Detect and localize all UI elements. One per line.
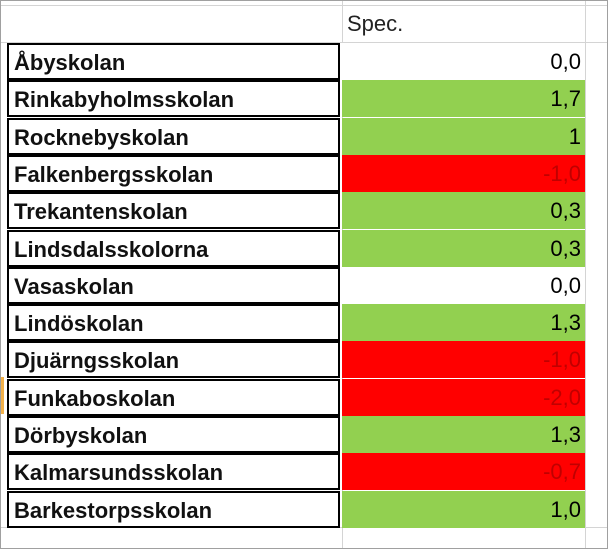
table-row: Dörbyskolan 1,3 xyxy=(1,416,607,453)
school-name: Dörbyskolan xyxy=(14,423,148,448)
table-row: Vasaskolan 0,0 xyxy=(1,266,607,304)
row-divider xyxy=(1,5,607,6)
spec-value-cell[interactable]: 1,7 xyxy=(342,80,585,118)
spec-value-cell[interactable]: -0,7 xyxy=(342,453,585,491)
table-row: Rinkabyholmsskolan 1,7 xyxy=(1,80,607,118)
spec-value-cell[interactable]: 1,3 xyxy=(342,304,585,342)
school-name: Barkestorpsskolan xyxy=(14,497,213,523)
school-name: Djuärngsskolan xyxy=(14,348,180,374)
table-row: Falkenbergsskolan -1,0 xyxy=(1,154,607,192)
table-row: Funkaboskolan -2,0 xyxy=(1,378,607,416)
table-row: Rocknebyskolan 1 xyxy=(1,117,607,155)
spec-value: 0,3 xyxy=(550,198,581,224)
table-row: Barkestorpsskolan 1,0 xyxy=(1,490,607,528)
spec-value: 1,3 xyxy=(550,310,581,336)
spec-value: 0,0 xyxy=(550,49,581,74)
school-name-cell[interactable]: Vasaskolan xyxy=(7,266,340,304)
school-name: Rinkabyholmsskolan xyxy=(14,87,235,113)
spec-value-cell[interactable]: 0,0 xyxy=(342,43,585,80)
spec-value: -1,0 xyxy=(543,347,581,373)
school-name-cell[interactable]: Falkenbergsskolan xyxy=(7,154,340,192)
table-row: Åbyskolan 0,0 xyxy=(1,43,607,80)
spec-value-cell[interactable]: -1,0 xyxy=(342,154,585,192)
row-selection-marker xyxy=(1,377,4,414)
spec-value-cell[interactable]: 1,3 xyxy=(342,416,585,453)
table-row: Trekantenskolan 0,3 xyxy=(1,192,607,230)
school-name-cell[interactable]: Rinkabyholmsskolan xyxy=(7,80,340,118)
spec-value: -0,7 xyxy=(543,459,581,485)
table-row: Kalmarsundsskolan -0,7 xyxy=(1,453,607,491)
row-divider xyxy=(1,42,607,43)
spec-value: 1 xyxy=(568,123,581,149)
spec-value: 0,0 xyxy=(550,272,581,298)
school-name-cell[interactable]: Dörbyskolan xyxy=(7,416,340,453)
table-row: Lindöskolan 1,3 xyxy=(1,304,607,342)
spec-value: 1,7 xyxy=(550,86,581,112)
school-name: Åbyskolan xyxy=(14,50,126,75)
school-name-cell[interactable]: Djuärngsskolan xyxy=(7,341,340,379)
spec-value-cell[interactable]: 0,3 xyxy=(342,192,585,230)
table-row: Djuärngsskolan -1,0 xyxy=(1,341,607,379)
spec-value: -1,0 xyxy=(543,160,581,186)
table-row: Lindsdalsskolorna 0,3 xyxy=(1,229,607,267)
spec-value-cell[interactable]: 1 xyxy=(342,117,585,155)
school-name-cell[interactable]: Lindsdalsskolorna xyxy=(7,229,340,267)
spec-value: 1,3 xyxy=(550,422,581,447)
spec-value-cell[interactable]: -1,0 xyxy=(342,341,585,379)
school-name: Rocknebyskolan xyxy=(14,124,189,150)
spec-value-cell[interactable]: 1,0 xyxy=(342,490,585,528)
spec-value-cell[interactable]: 0,0 xyxy=(342,266,585,304)
school-name: Vasaskolan xyxy=(14,273,134,299)
school-name: Kalmarsundsskolan xyxy=(14,460,224,486)
school-name-cell[interactable]: Trekantenskolan xyxy=(7,192,340,230)
school-name-cell[interactable]: Barkestorpsskolan xyxy=(7,490,340,528)
school-name-cell[interactable]: Lindöskolan xyxy=(7,304,340,342)
spec-value-cell[interactable]: -2,0 xyxy=(342,378,585,416)
spec-value: 1,0 xyxy=(550,496,581,522)
spec-value-cell[interactable]: 0,3 xyxy=(342,229,585,267)
school-name: Lindöskolan xyxy=(14,311,144,337)
school-name-cell[interactable]: Rocknebyskolan xyxy=(7,117,340,155)
school-name: Falkenbergsskolan xyxy=(14,161,214,187)
spec-value: 0,3 xyxy=(550,235,581,261)
school-name-cell[interactable]: Åbyskolan xyxy=(7,43,340,80)
school-name-cell[interactable]: Kalmarsundsskolan xyxy=(7,453,340,491)
school-name: Trekantenskolan xyxy=(14,199,188,225)
school-name-cell[interactable]: Funkaboskolan xyxy=(7,378,340,416)
column-divider xyxy=(585,1,586,548)
school-name: Lindsdalsskolorna xyxy=(14,236,209,262)
column-header-spec[interactable]: Spec. xyxy=(342,1,585,42)
spec-value: -2,0 xyxy=(543,384,581,410)
school-name: Funkaboskolan xyxy=(14,385,176,411)
column-header-label: Spec. xyxy=(347,11,404,36)
